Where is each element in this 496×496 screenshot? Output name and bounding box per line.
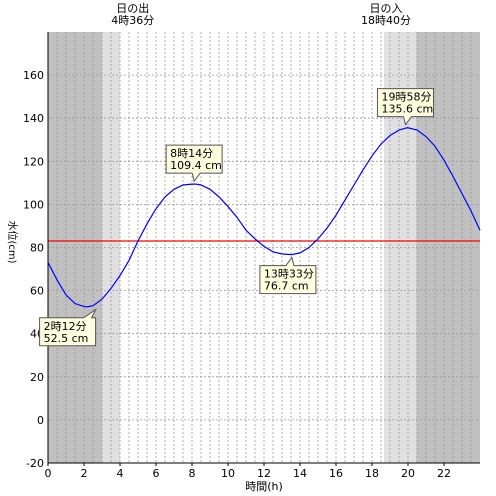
annotation-level: 135.6 cm [381, 103, 433, 116]
sunset-time: 18時40分 [361, 14, 411, 27]
sunrise-time: 4時36分 [111, 14, 154, 27]
x-axis-label: 時間(h) [245, 480, 283, 493]
y-tick-label: 80 [30, 242, 44, 255]
tide-curve [47, 127, 481, 308]
x-tick-label: 2 [81, 467, 88, 480]
x-tick-label: 8 [189, 467, 196, 480]
y-axis-label: 水位(cm) [6, 220, 19, 263]
annotation-callout-box [165, 144, 223, 183]
x-tick-label: 14 [293, 467, 307, 480]
y-tick-label: 0 [37, 414, 44, 427]
annotation-level: 76.7 cm [264, 280, 309, 293]
y-tick-label: 20 [30, 371, 44, 384]
annotation-time: 2時12分 [44, 320, 87, 333]
y-tick-label: 100 [23, 198, 44, 211]
annotation-callout-box [39, 308, 97, 347]
x-tick-label: 12 [257, 467, 271, 480]
sunrise-label: 日の出 [116, 1, 149, 15]
x-tick-label: 4 [117, 467, 124, 480]
annotation-callout-box [259, 256, 317, 295]
y-tick-label: 160 [23, 69, 44, 82]
x-tick-label: 22 [437, 467, 451, 480]
x-tick-label: 16 [329, 467, 343, 480]
x-tick-label: 18 [365, 467, 379, 480]
annotation-time: 13時33分 [264, 268, 314, 281]
annotation-callout-box [376, 88, 434, 126]
sunset-label: 日の入 [370, 2, 403, 15]
annotation-time: 19時58分 [381, 91, 431, 104]
y-tick-label: 140 [23, 112, 44, 125]
twilight-band-morning [102, 32, 120, 463]
x-tick-label: 10 [221, 467, 235, 480]
tick-labels: 0 2 4 6 8 10 12 14 16 18 20 22-20020406080100120140… [23, 69, 451, 480]
y-tick-label: -20 [26, 457, 44, 470]
y-tick-label: 60 [30, 285, 44, 298]
x-tick-label: 6 [153, 467, 160, 480]
x-tick-label: 20 [401, 467, 415, 480]
x-tick-label: 0 [45, 467, 52, 480]
y-tick-label: 120 [23, 155, 44, 168]
series-group [47, 127, 481, 308]
annotation-time: 8時14分 [170, 147, 213, 160]
annotation-level: 109.4 cm [170, 159, 222, 172]
annotation-level: 52.5 cm [44, 332, 89, 345]
